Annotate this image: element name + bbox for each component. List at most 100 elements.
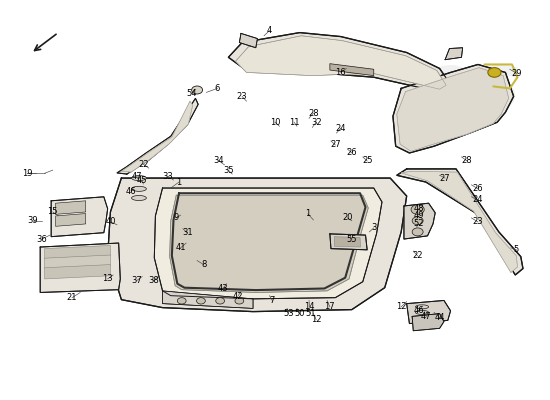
Text: 50: 50 [294,309,305,318]
Polygon shape [235,36,446,89]
Text: 44: 44 [434,313,445,322]
Text: 24: 24 [336,124,346,133]
Text: 31: 31 [182,228,192,237]
Polygon shape [163,291,253,308]
Ellipse shape [415,310,428,314]
Text: 4: 4 [267,26,272,35]
Text: 39: 39 [27,216,38,225]
Text: 25: 25 [362,156,372,166]
Text: 27: 27 [440,174,450,182]
Text: 28: 28 [461,156,472,166]
Polygon shape [239,33,257,48]
Text: 23: 23 [472,218,483,226]
Text: 41: 41 [175,243,186,252]
Polygon shape [117,98,198,174]
Text: 20: 20 [342,214,353,222]
Text: 43: 43 [218,284,228,293]
Polygon shape [56,214,86,226]
Circle shape [235,298,244,304]
Circle shape [412,217,423,225]
Text: 7: 7 [270,296,275,305]
Text: 55: 55 [346,234,357,244]
Text: 42: 42 [233,292,243,301]
Ellipse shape [131,176,146,180]
Text: 40: 40 [105,218,115,226]
Text: 52: 52 [414,220,424,228]
Text: 21: 21 [67,293,77,302]
Polygon shape [330,64,374,76]
Text: 12: 12 [396,302,406,311]
Polygon shape [401,171,518,272]
Circle shape [177,298,186,304]
Text: 34: 34 [214,156,224,166]
Polygon shape [397,68,509,151]
Polygon shape [155,188,382,299]
Polygon shape [330,234,367,250]
Circle shape [216,298,224,304]
Polygon shape [412,314,444,331]
Text: 36: 36 [36,234,47,244]
Polygon shape [334,237,361,247]
Ellipse shape [131,196,146,200]
Text: 27: 27 [330,140,340,150]
Ellipse shape [131,186,146,191]
Text: 54: 54 [186,89,197,98]
Polygon shape [404,203,435,239]
Text: 32: 32 [311,118,321,127]
Text: 11: 11 [289,118,299,127]
Polygon shape [397,169,523,275]
Polygon shape [45,246,111,259]
Ellipse shape [415,305,428,309]
Text: 47: 47 [421,312,432,321]
Text: 5: 5 [514,245,519,254]
Polygon shape [40,243,120,292]
Text: 51: 51 [305,309,316,318]
Text: 29: 29 [511,69,521,78]
Polygon shape [228,32,450,93]
Circle shape [488,68,501,77]
Polygon shape [445,48,463,60]
Polygon shape [393,64,514,153]
Text: 38: 38 [148,276,158,285]
Text: 22: 22 [138,160,149,169]
Text: 26: 26 [472,184,483,193]
Polygon shape [45,255,111,269]
Text: 12: 12 [311,315,321,324]
Text: 46: 46 [126,187,136,196]
Circle shape [196,298,205,304]
Circle shape [191,86,202,94]
Text: 1: 1 [177,178,182,186]
Polygon shape [169,195,368,292]
Circle shape [411,205,424,214]
Text: 48: 48 [414,204,424,213]
Text: 28: 28 [308,109,318,118]
Polygon shape [56,201,86,214]
Text: 19: 19 [22,169,32,178]
Text: 23: 23 [236,92,248,101]
Text: 9: 9 [174,214,179,222]
Text: 17: 17 [324,302,335,311]
Text: 8: 8 [201,260,206,269]
Text: 3: 3 [371,224,376,232]
Text: 1: 1 [305,210,311,218]
Text: 49: 49 [414,212,424,220]
Text: 15: 15 [47,208,58,216]
Polygon shape [108,178,406,312]
Text: 10: 10 [270,118,280,127]
Text: 33: 33 [163,172,173,180]
Text: 47: 47 [131,172,142,180]
Text: 16: 16 [336,68,346,77]
Polygon shape [406,300,450,324]
Polygon shape [45,264,111,279]
Text: 46: 46 [414,306,424,315]
Polygon shape [122,101,192,172]
Text: 45: 45 [137,176,147,185]
Text: 13: 13 [102,274,113,284]
Text: 53: 53 [283,309,294,318]
Text: 22: 22 [412,251,423,260]
Text: es: es [419,49,521,127]
Text: B r a s h f o r d . c o m: B r a s h f o r d . c o m [213,255,337,265]
Text: 35: 35 [223,166,234,175]
Text: 14: 14 [304,302,315,311]
Polygon shape [51,197,108,237]
